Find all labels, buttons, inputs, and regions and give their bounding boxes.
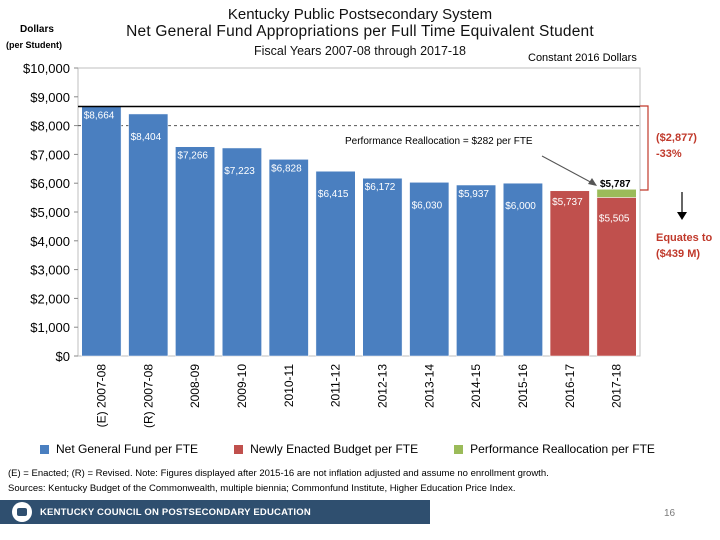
change-bracket	[640, 105, 649, 191]
y-axis-unit-detail: (per Student)	[6, 40, 62, 50]
bar-0-8	[456, 184, 497, 357]
reallocation-arrow-line	[541, 155, 597, 186]
legend-label: Newly Enacted Budget per FTE	[250, 442, 419, 456]
x-tick-label: 2008-09	[188, 364, 202, 408]
x-tick-label: 2014-15	[469, 364, 483, 408]
bar-1-11	[596, 197, 637, 357]
legend: Net General Fund per FTE Newly Enacted B…	[40, 441, 720, 457]
equates-label: Equates to	[656, 232, 713, 244]
bar-0-3	[221, 147, 262, 357]
bar-value-label: $6,000	[505, 201, 536, 212]
bar-0-6	[362, 177, 403, 357]
chart-subtitle: Net General Fund Appropriations per Full…	[126, 23, 594, 40]
chart-period: Fiscal Years 2007-08 through 2017-18	[254, 44, 466, 58]
bar-value-label: $5,937	[458, 189, 489, 200]
reallocation-arrow-head	[588, 178, 597, 186]
legend-swatch-blue	[40, 444, 49, 454]
x-tick-label: 2017-18	[610, 364, 624, 408]
bar-value-label: $8,664	[84, 110, 115, 121]
bar-value-label: $6,415	[318, 189, 349, 200]
bar-0-1	[128, 113, 169, 357]
legend-item-performance-reallocation: Performance Reallocation per FTE	[454, 442, 655, 456]
legend-label: Net General Fund per FTE	[56, 442, 199, 456]
legend-label: Performance Reallocation per FTE	[470, 442, 655, 456]
y-tick-label: $9,000	[30, 90, 70, 105]
chart-title: Kentucky Public Postsecondary System	[227, 6, 493, 23]
y-tick-label: $7,000	[30, 147, 70, 162]
footnote-sources: Sources: Kentucky Budget of the Commonwe…	[8, 483, 516, 494]
footer-bar: KENTUCKY COUNCIL ON POSTSECONDARY EDUCAT…	[0, 500, 430, 524]
bar-value-label: $5,505	[599, 213, 630, 224]
y-tick-label: $0	[56, 349, 70, 364]
y-tick-label: $3,000	[30, 263, 70, 278]
x-tick-label: 2010-11	[282, 364, 296, 407]
legend-item-net-general-fund: Net General Fund per FTE	[40, 442, 198, 456]
bar-0-9	[502, 182, 543, 357]
bar-value-label: $7,266	[177, 151, 208, 162]
change-percent-label: -33%	[656, 148, 682, 160]
bar-0-4	[268, 159, 309, 357]
y-tick-label: $6,000	[30, 176, 70, 191]
bar-value-label: $6,172	[365, 182, 396, 193]
equates-amount-label: ($439 M)	[656, 248, 700, 260]
bar-0-0	[81, 106, 122, 357]
y-tick-label: $2,000	[30, 291, 70, 306]
y-axis-unit: Dollars	[20, 24, 54, 35]
bar-value-label: $6,030	[412, 200, 443, 211]
y-tick-label: $10,000	[23, 61, 70, 76]
x-tick-label: 2009-10	[235, 364, 249, 408]
y-tick-label: $4,000	[30, 234, 70, 249]
council-logo-icon	[12, 502, 32, 522]
footnotes: (E) = Enacted; (R) = Revised. Note: Figu…	[8, 466, 549, 496]
legend-swatch-red	[234, 444, 244, 454]
legend-item-newly-enacted: Newly Enacted Budget per FTE	[234, 442, 418, 456]
bar-0-5	[315, 170, 356, 357]
y-tick-label: $1,000	[30, 320, 70, 335]
reallocation-annotation: Performance Reallocation = $282 per FTE	[345, 136, 533, 147]
page-number: 16	[664, 508, 676, 519]
bar-value-label: $8,404	[131, 132, 162, 143]
constant-dollars-note: Constant 2016 Dollars	[528, 52, 637, 64]
x-tick-label: 2015-16	[516, 364, 530, 408]
x-tick-label: (E) 2007-08	[94, 364, 108, 428]
footnote-line: (E) = Enacted; (R) = Revised. Note: Figu…	[8, 468, 549, 479]
total-2017-18-label: $5,787	[600, 179, 631, 190]
legend-swatch-green	[454, 444, 464, 454]
y-tick-label: $5,000	[30, 205, 70, 220]
x-tick-label: 2012-13	[375, 364, 389, 408]
bar-2-11	[596, 189, 637, 198]
footer-org-name: KENTUCKY COUNCIL ON POSTSECONDARY EDUCAT…	[40, 506, 311, 518]
bar-0-2	[175, 146, 216, 357]
x-tick-label: 2011-12	[329, 364, 343, 407]
y-tick-label: $8,000	[30, 119, 70, 134]
bar-1-10	[549, 190, 590, 357]
x-tick-label: 2016-17	[563, 364, 577, 408]
x-tick-label: 2013-14	[422, 364, 436, 408]
bar-0-7	[409, 182, 450, 357]
equates-arrow-head	[677, 212, 687, 220]
bar-value-label: $5,737	[552, 197, 583, 208]
bar-value-label: $6,828	[271, 163, 302, 174]
x-tick-label: (R) 2007-08	[141, 364, 155, 428]
change-amount-label: ($2,877)	[656, 132, 697, 144]
bar-value-label: $7,223	[224, 166, 255, 177]
bar-chart: $0 $1,000 $2,000 $3,000 $4,000 $5,000 $6,000 $7…	[23, 61, 713, 428]
